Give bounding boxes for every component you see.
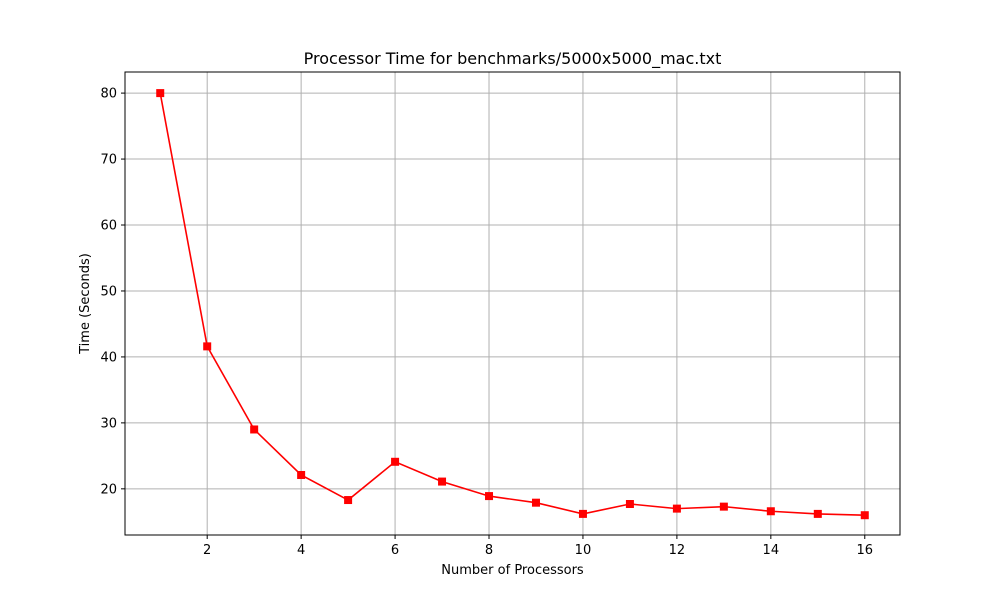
y-tick-label: 30 [100, 416, 117, 431]
x-tick-label: 16 [856, 543, 873, 558]
data-point-marker [203, 342, 212, 351]
y-tick-label: 20 [100, 482, 117, 497]
x-axis-label: Number of Processors [441, 563, 584, 578]
x-tick-label: 6 [391, 543, 399, 558]
data-point-marker [391, 457, 400, 466]
data-point-marker [344, 496, 353, 505]
y-tick-label: 40 [100, 350, 117, 365]
y-axis-label: Time (Seconds) [78, 253, 93, 355]
data-point-marker [578, 509, 587, 518]
y-tick-label: 60 [100, 219, 117, 234]
data-point-marker [672, 504, 681, 513]
series-line [159, 92, 865, 517]
data-point-marker [297, 470, 306, 479]
x-tick-label: 8 [485, 543, 493, 558]
y-tick-label: 70 [100, 153, 117, 168]
data-point-marker [813, 509, 822, 518]
data-point-marker [485, 492, 494, 501]
axis-ticks: 2 4 6 8 10 12 14 16 20 30 40 50 60 70 80 [100, 87, 873, 558]
x-tick-label: 10 [575, 543, 592, 558]
data-point-marker [625, 500, 634, 509]
data-point-marker [250, 425, 259, 434]
grid-lines [125, 72, 900, 535]
y-tick-label: 50 [100, 284, 117, 299]
data-point-marker [156, 89, 165, 98]
data-point-marker [860, 511, 869, 520]
data-point-marker [531, 498, 540, 507]
x-tick-label: 14 [763, 543, 780, 558]
chart-title: Processor Time for benchmarks/5000x5000_… [304, 49, 722, 69]
x-tick-label: 12 [669, 543, 686, 558]
data-point-marker [438, 477, 447, 486]
data-series [156, 89, 869, 520]
plot-area-frame [124, 71, 901, 536]
x-tick-label: 2 [203, 543, 211, 558]
data-point-marker [766, 507, 775, 516]
data-point-marker [719, 502, 728, 511]
x-tick-label: 4 [297, 543, 305, 558]
y-tick-label: 80 [100, 87, 117, 102]
